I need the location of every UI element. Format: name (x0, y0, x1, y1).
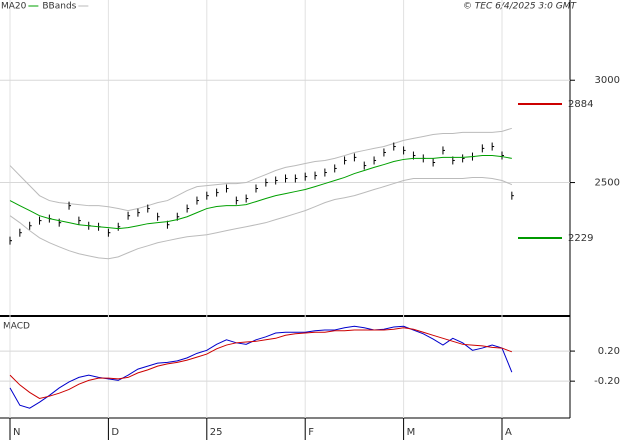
x-tick-label: M (407, 427, 416, 438)
x-tick-label: A (505, 427, 512, 438)
x-tick-label: D (111, 427, 119, 438)
x-tick-label: N (13, 427, 20, 438)
y-tick-label: 3000 (595, 75, 620, 86)
panel-title: MACD (3, 322, 30, 332)
x-tick-label: F (308, 427, 314, 438)
band-line (9, 127, 512, 212)
series-line (9, 325, 513, 409)
level-label: 2229 (568, 233, 593, 244)
y-tick-label: 2500 (595, 178, 620, 189)
band-line (9, 176, 513, 260)
x-tick-label: 25 (210, 427, 223, 438)
series-line (9, 155, 512, 230)
level-label: 2884 (568, 99, 593, 110)
y-tick-label: -0.20 (594, 376, 620, 387)
legend-label: BBands (42, 2, 76, 12)
y-tick-label: 0.20 (598, 346, 620, 357)
source: © TEC 6/4/2025 3:0 GMT (463, 2, 578, 12)
series-line (9, 327, 513, 399)
legend-label: MA20 (1, 2, 27, 12)
